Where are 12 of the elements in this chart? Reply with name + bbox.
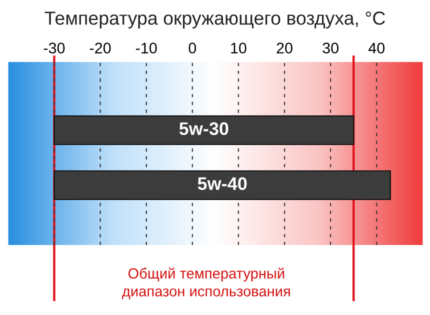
x-tick-label: -30 xyxy=(44,42,65,54)
x-tick-label: 40 xyxy=(368,42,385,54)
x-tick-label: 10 xyxy=(231,42,246,54)
y-tick-label: 5w-30 xyxy=(179,122,228,136)
x-tick-label: 30 xyxy=(322,42,338,54)
x-tick-label: -10 xyxy=(136,42,157,54)
text: Общий температурный диапазон использования xyxy=(122,268,290,300)
x-tick-label: -20 xyxy=(90,42,111,54)
chart-title: Температура окружающего воздуха, °C xyxy=(44,12,386,29)
x-tick-label: 20 xyxy=(276,42,292,54)
x-tick-label: 0 xyxy=(188,42,196,54)
y-tick-label: 5w-40 xyxy=(198,177,247,190)
